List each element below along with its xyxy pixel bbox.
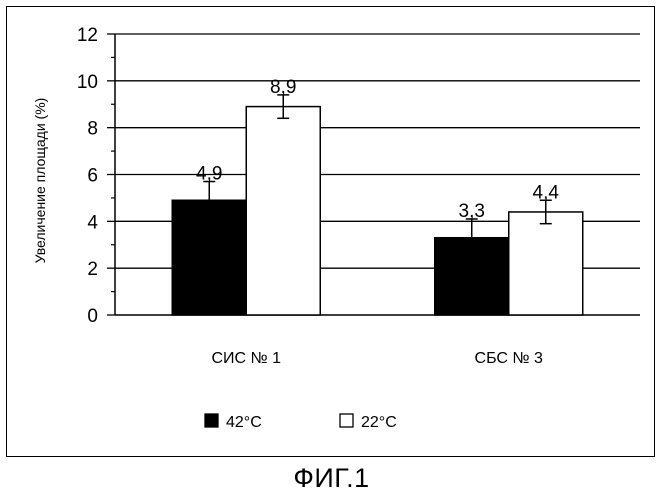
bar-chart: 0 2 4 6 8 10 12 Увеличение площади (%) 4,9 8,9 СИС… bbox=[0, 0, 663, 460]
legend-label: 42°C bbox=[226, 414, 262, 431]
x-category-label: СИС № 1 bbox=[211, 350, 281, 367]
figure-caption: ФИГ.1 bbox=[0, 463, 663, 494]
y-tick-label: 12 bbox=[77, 25, 98, 46]
y-tick-label: 0 bbox=[87, 306, 98, 327]
data-label: 4,4 bbox=[533, 182, 560, 203]
data-label: 4,9 bbox=[196, 164, 222, 185]
legend-swatch bbox=[205, 414, 218, 427]
bar bbox=[246, 107, 320, 315]
bar bbox=[509, 212, 583, 315]
y-axis-title: Увеличение площади (%) bbox=[32, 98, 48, 264]
legend-swatch bbox=[340, 414, 353, 427]
legend-label: 22°C bbox=[361, 414, 397, 431]
data-label: 3,3 bbox=[459, 201, 485, 222]
x-category-label: СБС № 3 bbox=[475, 350, 543, 367]
y-tick-label: 4 bbox=[87, 212, 98, 233]
y-tick-label: 2 bbox=[87, 259, 98, 280]
data-label: 8,9 bbox=[270, 77, 296, 98]
y-tick-label: 8 bbox=[87, 119, 98, 140]
y-tick-label: 10 bbox=[77, 72, 98, 93]
y-tick-label: 6 bbox=[87, 166, 98, 187]
